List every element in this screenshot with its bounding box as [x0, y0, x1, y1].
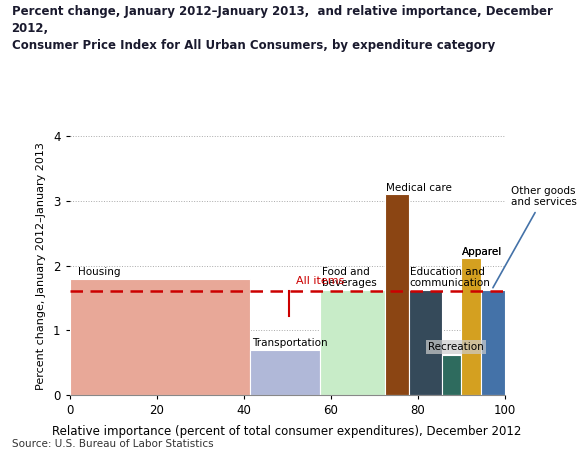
Bar [481, 290, 505, 395]
X-axis label: Relative importance (percent of total consumer expenditures), December 2012: Relative importance (percent of total co… [52, 425, 522, 439]
Text: Medical care: Medical care [386, 183, 452, 193]
Bar [461, 258, 481, 395]
Y-axis label: Percent change, January 2012–January 2013: Percent change, January 2012–January 201… [36, 142, 46, 390]
Text: Source: U.S. Bureau of Labor Statistics: Source: U.S. Bureau of Labor Statistics [12, 439, 213, 449]
Text: Apparel: Apparel [462, 247, 502, 257]
Bar [320, 290, 385, 395]
Text: Transportation: Transportation [252, 338, 328, 348]
Text: Recreation: Recreation [429, 342, 484, 352]
Bar [250, 350, 320, 395]
Text: All items: All items [296, 276, 344, 286]
Text: Percent change, January 2012–January 2013,  and relative importance, December 20: Percent change, January 2012–January 201… [12, 5, 553, 52]
Text: Food and
beverages: Food and beverages [322, 266, 376, 288]
Bar [441, 355, 461, 395]
Text: Education and
communication: Education and communication [410, 266, 491, 288]
Bar [385, 194, 409, 395]
Text: Housing: Housing [78, 266, 121, 276]
Text: Other goods
and services: Other goods and services [493, 186, 577, 288]
Bar [409, 290, 441, 395]
Bar [70, 278, 250, 395]
Text: Apparel: Apparel [462, 247, 502, 257]
